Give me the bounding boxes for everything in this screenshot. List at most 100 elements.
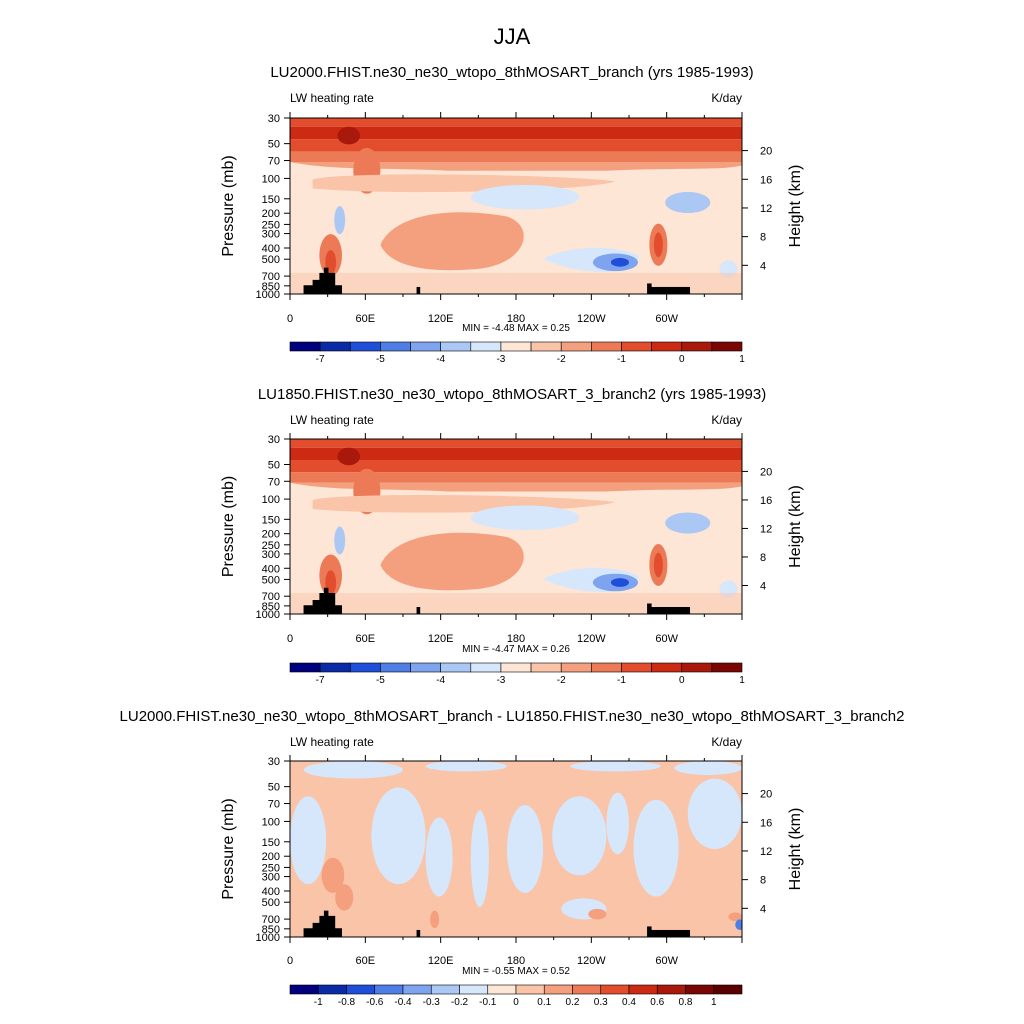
diff-blue-10 — [606, 792, 629, 855]
ytick-label-850: 850 — [262, 601, 280, 613]
ytick-label-100: 100 — [262, 494, 280, 506]
panel-2: LU1850.FHIST.ne30_ne30_wtopo_8thMOSART_3… — [220, 386, 804, 686]
colorbar-label--0.4: -0.4 — [394, 997, 412, 1008]
ytick-label-250: 250 — [262, 862, 280, 874]
colorbar-box — [470, 341, 502, 352]
blue-60w — [665, 191, 711, 214]
diff-red-3 — [588, 908, 607, 920]
colorbar-label--2: -2 — [557, 354, 566, 365]
colorbar-label--0.8: -0.8 — [338, 997, 356, 1008]
xtick-label-0: 0 — [287, 633, 293, 645]
diff-blue-4 — [290, 796, 327, 885]
ytick-right-label-16: 16 — [760, 495, 772, 507]
band-upper-trop — [290, 162, 742, 171]
topography-andes-peak — [647, 603, 652, 614]
blue-30e — [334, 206, 346, 235]
ytick-right-label-16: 16 — [760, 817, 772, 829]
topography-andes-peak — [647, 283, 652, 294]
colorbar-label-0.6: 0.6 — [650, 997, 664, 1008]
topography-asia — [416, 929, 421, 937]
colorbar-label-0: 0 — [513, 997, 519, 1008]
ytick-right-label-20: 20 — [760, 146, 772, 158]
ytick-label-30: 30 — [268, 113, 280, 125]
xtick-label-180: 180 — [507, 955, 525, 967]
colorbar-box — [591, 341, 622, 352]
xtick-label-60E: 60E — [356, 313, 376, 325]
colorbar-label-0.8: 0.8 — [679, 997, 693, 1008]
trop-salmon-center — [380, 532, 524, 591]
panel-title: LU1850.FHIST.ne30_ne30_wtopo_8thMOSART_3… — [258, 386, 766, 403]
panel-units-label: K/day — [711, 91, 742, 105]
colorbar-box — [560, 662, 592, 673]
colorbar-box — [713, 984, 743, 995]
ytick-right-label-12: 12 — [760, 203, 772, 215]
red-60w-core — [653, 232, 663, 258]
diff-blue-0 — [303, 761, 403, 779]
colorbar-box — [681, 662, 713, 673]
trop-salmon-center — [380, 212, 524, 271]
xtick-label-120E: 120E — [428, 633, 454, 645]
band-upper-trop — [290, 482, 742, 492]
xtick-label-120W: 120W — [577, 633, 606, 645]
y-right-axis-label: Height (km) — [787, 165, 804, 248]
surface-layer — [290, 593, 742, 614]
colorbar-box — [319, 662, 351, 673]
ytick-label-100: 100 — [262, 173, 280, 185]
colorbar-label--2: -2 — [557, 675, 566, 686]
ytick-label-500: 500 — [262, 897, 280, 909]
diff-blue-1 — [425, 761, 507, 772]
ytick-label-300: 300 — [262, 549, 280, 561]
ytick-label-200: 200 — [262, 208, 280, 220]
colorbar-box — [628, 984, 658, 995]
colorbar-label-1: 1 — [711, 997, 717, 1008]
ytick-right-label-8: 8 — [760, 552, 766, 564]
colorbar-box — [651, 341, 683, 352]
diff-blue-3 — [674, 761, 742, 776]
colorbar-box — [487, 984, 517, 995]
blue-mid — [470, 505, 580, 530]
colorbar-label--1: -1 — [314, 997, 323, 1008]
colorbar-label--7: -7 — [316, 675, 325, 686]
colorbar-box — [711, 662, 743, 673]
colorbar-box — [440, 341, 472, 352]
colorbar-box — [530, 341, 562, 352]
colorbar-label--4: -4 — [436, 354, 445, 365]
diff-blue-8 — [506, 805, 544, 893]
panel-stats: MIN = -0.55 MAX = 0.52 — [462, 966, 570, 977]
topography-andes — [649, 607, 691, 614]
colorbar-label-0.2: 0.2 — [566, 997, 580, 1008]
panel-units-label: K/day — [711, 413, 742, 427]
colorbar-box — [289, 662, 321, 673]
colorbar-box — [349, 662, 381, 673]
diff-blue-6 — [425, 817, 453, 897]
max-60e — [337, 447, 361, 466]
diff-red-1 — [335, 884, 354, 911]
ytick-label-30: 30 — [268, 434, 280, 446]
topography-africa — [303, 267, 342, 294]
ytick-label-70: 70 — [268, 799, 280, 811]
colorbar-label-0: 0 — [679, 354, 685, 365]
band-core — [290, 447, 742, 460]
ytick-label-50: 50 — [268, 139, 280, 151]
colorbar-box — [440, 662, 472, 673]
colorbar-label-0.3: 0.3 — [594, 997, 608, 1008]
topography-asia — [416, 607, 421, 614]
panel-title: LU2000.FHIST.ne30_ne30_wtopo_8thMOSART_b… — [270, 64, 753, 81]
ytick-label-700: 700 — [262, 271, 280, 283]
figure-title: JJA — [494, 24, 531, 49]
ytick-label-850: 850 — [262, 281, 280, 293]
panel-variable-label: LW heating rate — [290, 91, 374, 105]
ytick-right-label-4: 4 — [760, 580, 766, 592]
panels: LU2000.FHIST.ne30_ne30_wtopo_8thMOSART_b… — [120, 64, 905, 1008]
band-tropopause — [290, 472, 742, 483]
colorbar-box — [515, 984, 545, 995]
colorbar-label--4: -4 — [436, 675, 445, 686]
band-lower — [290, 460, 742, 473]
colorbar-box — [349, 341, 381, 352]
y-axis-label: Pressure (mb) — [220, 155, 237, 256]
xtick-label-0: 0 — [287, 955, 293, 967]
colorbar-box — [685, 984, 715, 995]
colorbar-box — [470, 662, 502, 673]
colorbar-box — [459, 984, 489, 995]
